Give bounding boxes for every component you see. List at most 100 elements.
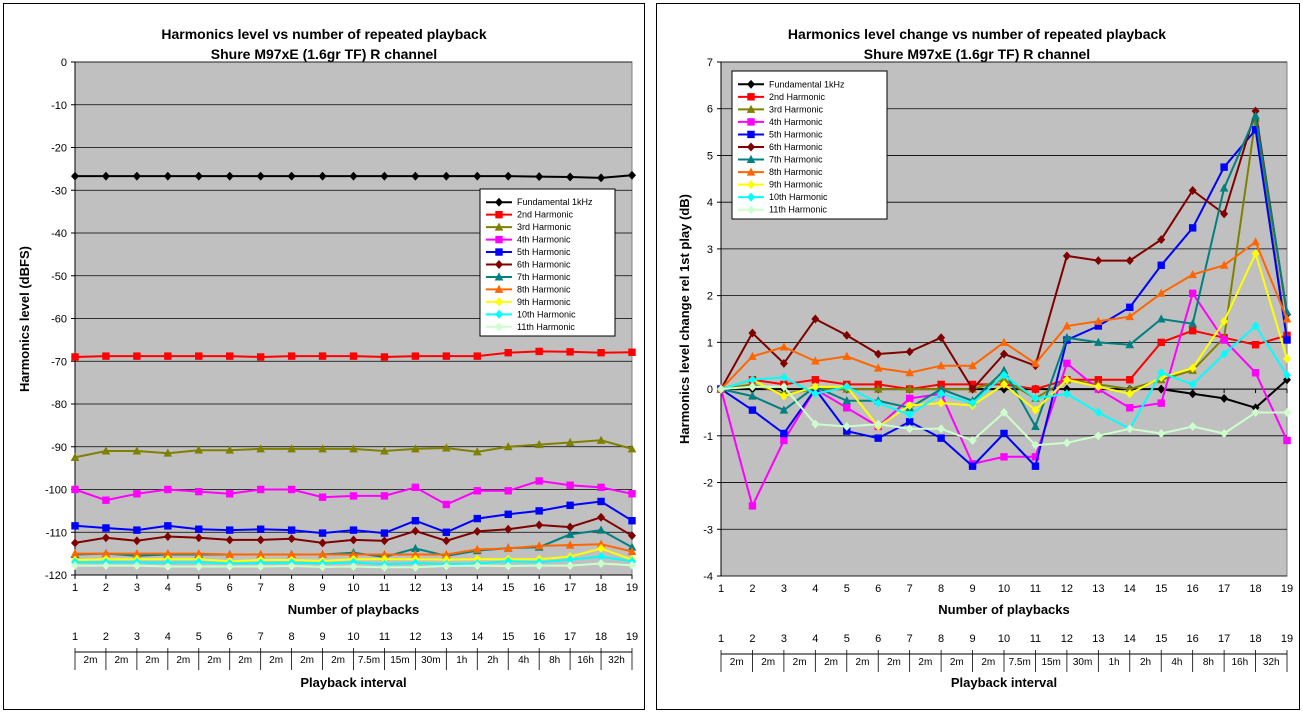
data-point (71, 353, 79, 361)
series-4th-harmonic (71, 477, 636, 509)
legend-label: 7th Harmonic (517, 272, 571, 282)
data-point (71, 485, 79, 494)
data-point (411, 352, 420, 360)
data-point (473, 561, 482, 571)
playback-number-label: 13 (1092, 633, 1104, 645)
interval-label: 2m (793, 657, 807, 668)
data-point (504, 510, 512, 518)
data-point (473, 487, 481, 495)
data-point (780, 429, 788, 438)
data-point (226, 352, 234, 360)
data-point (318, 538, 327, 548)
data-point (1031, 385, 1040, 393)
y-tick-label: -10 (51, 100, 67, 112)
data-point (780, 436, 788, 445)
legend-marker (494, 222, 504, 231)
data-point (779, 405, 789, 414)
playback-number-label: 8 (289, 631, 295, 643)
data-point (811, 389, 820, 399)
data-point (1126, 303, 1134, 312)
data-point (873, 363, 883, 372)
data-point (1188, 319, 1197, 328)
interval-label: 2m (84, 655, 98, 666)
legend-marker (746, 104, 756, 113)
data-point (101, 171, 110, 181)
data-point (70, 171, 80, 181)
legend: Fundamental 1kHz 2nd Harmonic 3rd Harmonic… (731, 70, 888, 220)
data-point (132, 171, 141, 181)
data-point (380, 171, 389, 181)
series-5th-harmonic (71, 497, 636, 537)
playback-number-label: 16 (1187, 633, 1199, 645)
data-point (380, 536, 389, 546)
data-point (779, 382, 788, 392)
interval-label: 2m (114, 655, 128, 666)
x-tick-label: 2 (749, 583, 755, 595)
data-point (132, 561, 141, 571)
data-point (1282, 354, 1292, 364)
data-point (287, 485, 296, 494)
legend-label: 3rd Harmonic (769, 104, 824, 114)
playback-number-label: 3 (781, 633, 787, 645)
x-tick-label: 17 (1218, 583, 1230, 595)
data-point (748, 382, 757, 392)
x-tick-label: 15 (1155, 583, 1167, 595)
data-point (779, 358, 788, 368)
data-point (535, 520, 544, 530)
data-point (779, 342, 789, 351)
data-point (968, 398, 977, 408)
data-point (411, 483, 420, 492)
playback-number-label: 13 (440, 631, 452, 643)
data-point (349, 444, 358, 453)
data-point (164, 352, 172, 360)
x-tick-label: 9 (319, 582, 325, 594)
playback-number-label: 19 (626, 631, 638, 643)
x-tick-label: 16 (533, 582, 545, 594)
interval-label: 16h (1231, 657, 1248, 668)
x-tick-label: 8 (938, 583, 944, 595)
x-tick-label: 1 (72, 582, 78, 594)
legend-label: Fundamental 1kHz (769, 79, 845, 89)
legend: Fundamental 1kHz 2nd Harmonic 3rd Harmonic… (479, 188, 616, 337)
data-point (937, 389, 946, 399)
data-point (349, 526, 358, 534)
legend-label: 6th Harmonic (769, 142, 823, 152)
y-tick-label: -30 (51, 185, 67, 197)
legend-marker (747, 130, 755, 139)
interval-label: 2m (331, 655, 345, 666)
data-point (999, 408, 1009, 417)
data-point (133, 526, 141, 534)
data-point (905, 384, 914, 393)
data-point (163, 532, 172, 541)
x-tick-label: 4 (812, 583, 818, 595)
y-tick-label: 0 (61, 57, 67, 69)
data-point (874, 419, 883, 429)
data-point (597, 497, 605, 506)
data-point (411, 444, 420, 453)
data-point (442, 500, 451, 509)
interval-label: 2m (856, 657, 870, 668)
y-tick-label: -100 (45, 485, 67, 497)
data-point (566, 561, 575, 571)
x-tick-label: 13 (440, 582, 452, 594)
x-tick-label: 3 (134, 582, 140, 594)
y-tick-label: 5 (707, 150, 713, 162)
data-point (1251, 408, 1260, 417)
data-point (565, 437, 575, 446)
playback-number-label: 17 (1218, 633, 1230, 645)
data-point (842, 422, 851, 431)
data-point (349, 535, 358, 545)
playback-number-label: 10 (347, 631, 359, 643)
playback-number-label: 16 (533, 631, 545, 643)
data-point (1188, 422, 1197, 431)
playback-number-label: 12 (1061, 633, 1073, 645)
x-tick-label: 7 (907, 583, 913, 595)
data-point (101, 446, 111, 455)
data-point (1282, 370, 1292, 380)
data-point (596, 525, 606, 534)
data-point (596, 435, 606, 444)
series-3rd-harmonic (70, 435, 637, 461)
legend-marker (746, 180, 756, 190)
legend-marker (747, 118, 755, 126)
data-point (163, 562, 172, 571)
